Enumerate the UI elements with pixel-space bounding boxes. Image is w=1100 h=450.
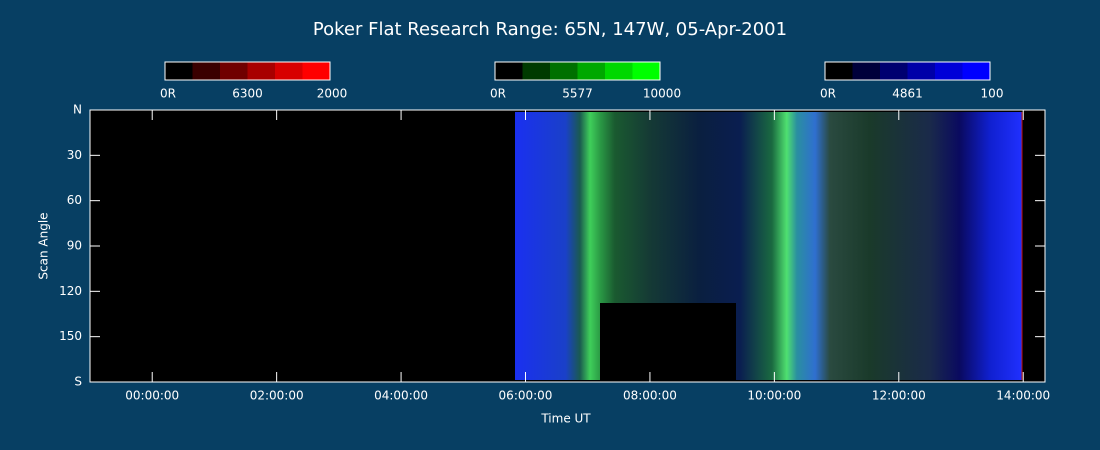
colorbar-name: 5577 <box>562 87 593 101</box>
colorbar-swatch <box>275 62 303 80</box>
x-tick-label: 06:00:00 <box>499 389 553 403</box>
colorbar-frame <box>824 61 991 81</box>
colorbar-swatch <box>302 62 330 80</box>
colorbar-swatch <box>192 62 220 80</box>
x-tick-label: 04:00:00 <box>374 389 428 403</box>
colorbar-swatch <box>907 62 935 80</box>
x-tick-label: 08:00:00 <box>623 389 677 403</box>
x-axis-label: Time UT <box>540 412 591 426</box>
colorbar-min: 0R <box>490 87 506 101</box>
colorbar-swatch <box>577 62 605 80</box>
colorbar-swatch <box>605 62 633 80</box>
colorbar-swatch <box>247 62 275 80</box>
colorbar-frame <box>164 61 331 81</box>
y-tick-label: 60 <box>67 193 82 207</box>
colorbar-swatch <box>632 62 660 80</box>
data-gap <box>600 303 736 380</box>
x-tick-label: 14:00:00 <box>996 389 1050 403</box>
colorbar-min: 0R <box>820 87 836 101</box>
y-tick-label: N <box>73 103 82 117</box>
colorbar-name: 4861 <box>892 87 923 101</box>
y-tick-label: 150 <box>59 329 82 343</box>
colorbar-swatch <box>165 62 193 80</box>
colorbar-name: 6300 <box>232 87 263 101</box>
x-tick-label: 12:00:00 <box>872 389 926 403</box>
colorbar-swatch <box>880 62 908 80</box>
y-tick-label: 30 <box>67 148 82 162</box>
colorbar-swatch <box>935 62 963 80</box>
colorbar-swatch <box>550 62 578 80</box>
colorbar-swatch <box>852 62 880 80</box>
y-axis-label: Scan Angle <box>37 212 51 279</box>
colorbar-max: 100 <box>981 87 1004 101</box>
x-tick-label: 02:00:00 <box>250 389 304 403</box>
plot-area <box>89 109 1046 383</box>
y-tick-label: S <box>74 375 82 389</box>
colorbar-swatch <box>962 62 990 80</box>
colorbar-swatch <box>825 62 853 80</box>
colorbar-max: 2000 <box>317 87 348 101</box>
colorbar-swatch <box>522 62 550 80</box>
chart-title: Poker Flat Research Range: 65N, 147W, 05… <box>313 19 787 40</box>
colorbar-swatch <box>495 62 523 80</box>
colorbar-frame <box>494 61 661 81</box>
x-tick-label: 00:00:00 <box>125 389 179 403</box>
x-tick-label: 10:00:00 <box>747 389 801 403</box>
y-tick-label: 120 <box>59 284 82 298</box>
colorbar-swatch <box>220 62 248 80</box>
keogram-image <box>515 112 1022 380</box>
colorbar-max: 10000 <box>643 87 681 101</box>
y-tick-label: 90 <box>67 239 82 253</box>
colorbar-min: 0R <box>160 87 176 101</box>
